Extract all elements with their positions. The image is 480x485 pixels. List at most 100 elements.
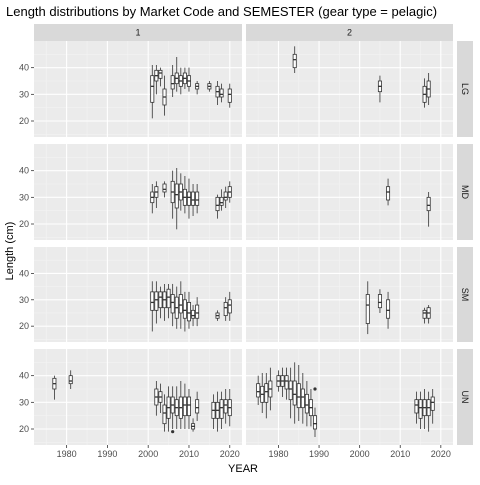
box-iqr [219, 196, 224, 206]
box-iqr [150, 75, 155, 103]
box-2017 [215, 81, 220, 105]
box-2001 [150, 281, 155, 332]
facet-panel-2-sm [246, 247, 453, 342]
box-iqr [170, 75, 175, 90]
y-axis-lg: 20 30 40 [19, 63, 34, 126]
box-iqr [195, 304, 200, 319]
box-1975 [256, 375, 261, 405]
panel-background [246, 349, 453, 445]
box-iqr [219, 399, 224, 419]
box-2016 [422, 307, 427, 324]
box-2018 [219, 391, 224, 429]
strip-label: UN [460, 391, 470, 404]
box-2010 [186, 178, 191, 219]
box-2002 [154, 381, 159, 416]
box-2007 [174, 57, 179, 92]
box-2020 [227, 389, 232, 427]
y-axis-title: Length (cm) [4, 222, 16, 281]
box-iqr [264, 383, 269, 403]
box-2012 [195, 184, 200, 214]
box-iqr [68, 375, 73, 385]
box-2017 [215, 194, 220, 219]
row-strip-un: UN [457, 349, 473, 445]
box-iqr [186, 396, 191, 417]
strip-label: LG [460, 83, 470, 95]
box-iqr [292, 53, 297, 69]
box-2010 [186, 291, 191, 329]
panel-background [34, 144, 242, 240]
box-iqr [170, 294, 175, 314]
box-2017 [426, 192, 431, 227]
box-iqr [154, 291, 159, 311]
x-tick-label: 1980 [268, 449, 288, 459]
box-2020 [227, 83, 232, 108]
strip-background [457, 144, 473, 240]
box-2017 [215, 391, 220, 432]
box-iqr [182, 396, 187, 417]
box-iqr [426, 196, 431, 212]
box-iqr [186, 302, 191, 322]
boxes-1-un [52, 370, 232, 434]
box-2010 [186, 67, 191, 92]
box-2004 [162, 283, 167, 321]
y-tick-label: 20 [19, 116, 29, 126]
box-2001 [150, 65, 155, 119]
boxes-2-md [386, 178, 431, 227]
chart-title: Length distributions by Market Code and … [6, 4, 437, 19]
box-iqr [227, 88, 232, 103]
x-tick-label: 1990 [309, 449, 329, 459]
row-strip-lg: LG [457, 41, 473, 137]
panel-background [246, 144, 453, 240]
box-2008 [178, 173, 183, 211]
box-2018 [219, 83, 224, 103]
box-1988 [308, 389, 313, 427]
box-1989 [312, 387, 317, 437]
box-2012 [195, 81, 200, 95]
box-2012 [195, 391, 200, 421]
box-2005 [166, 283, 171, 319]
y-tick-label: 20 [19, 321, 29, 331]
box-iqr [158, 69, 163, 79]
strip-background [457, 41, 473, 137]
box-1978 [268, 367, 273, 411]
box-2017 [426, 305, 431, 324]
box-1977 [264, 373, 269, 419]
box-2002 [154, 181, 159, 208]
y-tick-label: 30 [19, 397, 29, 407]
box-2019 [223, 389, 228, 424]
box-2009 [182, 291, 187, 332]
box-iqr [223, 302, 228, 317]
box-2003 [158, 383, 163, 413]
facet-panel-2-lg [246, 41, 453, 137]
box-2019 [223, 297, 228, 321]
facet-panel-2-un [246, 349, 453, 445]
y-tick-label: 40 [19, 166, 29, 176]
box-2006 [170, 386, 175, 434]
box-iqr [150, 291, 155, 311]
box-1982 [284, 367, 289, 400]
box-2017 [426, 73, 431, 105]
box-2015 [418, 391, 423, 429]
box-1983 [288, 367, 293, 419]
boxes-2-lg [292, 46, 431, 108]
panel-background [246, 247, 453, 342]
outlier-point [171, 430, 175, 434]
strip-label: MD [460, 185, 470, 199]
box-2003 [158, 67, 163, 87]
box-iqr [304, 393, 309, 414]
boxes-1-lg [150, 57, 232, 119]
facet-panel-1-lg [34, 41, 242, 137]
box-iqr [219, 88, 224, 98]
x-axis-2: 1980 1990 2000 2010 2020 [268, 445, 451, 459]
box-2004 [162, 394, 167, 432]
box-2007 [386, 178, 391, 206]
box-1985 [296, 365, 301, 421]
box-2011 [191, 305, 196, 327]
box-2016 [211, 394, 216, 429]
box-iqr [158, 291, 163, 309]
box-2018 [430, 389, 435, 424]
box-2004 [162, 181, 167, 198]
box-iqr [191, 309, 196, 319]
